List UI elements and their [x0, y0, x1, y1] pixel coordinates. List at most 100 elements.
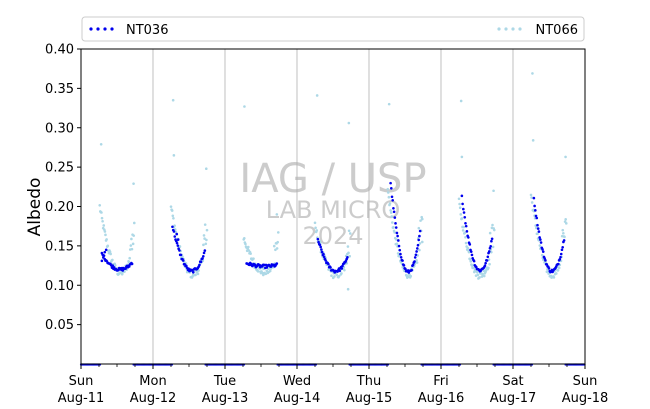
- data-point: [395, 231, 399, 235]
- data-point: [418, 248, 421, 252]
- data-point: [460, 194, 464, 198]
- data-point: [343, 268, 346, 272]
- x-tick-day: Sun: [69, 374, 94, 389]
- data-point: [390, 195, 394, 199]
- data-point: [172, 230, 176, 233]
- data-point: [461, 229, 465, 232]
- data-point: [275, 247, 279, 250]
- data-point: [458, 206, 462, 210]
- outlier-point: [531, 72, 534, 75]
- data-point: [100, 216, 104, 220]
- data-point: [203, 237, 206, 240]
- data-point: [540, 253, 544, 257]
- data-point: [390, 215, 394, 218]
- data-point: [104, 233, 107, 237]
- data-point: [169, 205, 173, 208]
- data-point: [262, 273, 265, 277]
- data-point: [409, 274, 413, 278]
- data-point: [272, 244, 276, 248]
- data-point: [419, 219, 422, 222]
- x-tick-day: Mon: [139, 374, 166, 389]
- x-tick-date: Aug-12: [130, 391, 177, 406]
- data-point: [418, 229, 422, 233]
- data-point: [487, 266, 490, 270]
- data-point: [471, 266, 475, 270]
- legend: NT036 NT066: [81, 16, 585, 42]
- data-point: [491, 245, 495, 249]
- x-tick-day: Wed: [283, 374, 311, 389]
- data-point: [276, 231, 280, 234]
- data-point: [406, 275, 410, 279]
- data-point: [397, 244, 401, 248]
- data-point: [402, 264, 406, 267]
- data-point: [205, 228, 209, 232]
- y-tick-label: 0.05: [45, 318, 74, 333]
- data-point: [132, 234, 136, 237]
- legend-marker-nt036: [89, 27, 114, 31]
- data-point: [538, 236, 541, 239]
- data-point: [335, 273, 339, 277]
- data-point: [389, 181, 392, 185]
- data-point: [315, 229, 319, 232]
- outlier-point: [387, 102, 391, 106]
- data-point: [564, 218, 567, 221]
- outlier-point: [172, 154, 176, 157]
- legend-box: [81, 16, 585, 42]
- data-point: [560, 248, 564, 252]
- outlier-point: [132, 182, 135, 185]
- data-point: [399, 252, 402, 256]
- data-point: [387, 195, 391, 199]
- data-point: [561, 228, 565, 232]
- data-point: [191, 270, 195, 274]
- x-tick-date: Aug-11: [58, 391, 105, 406]
- data-point: [492, 228, 496, 232]
- data-point: [475, 270, 479, 274]
- data-point: [202, 251, 206, 255]
- data-point: [181, 259, 185, 262]
- data-point: [398, 248, 402, 252]
- grid-lines: [152, 49, 514, 364]
- data-point: [399, 255, 403, 259]
- data-point: [463, 215, 467, 219]
- data-point: [129, 244, 133, 247]
- data-point: [416, 243, 420, 247]
- data-point: [459, 213, 463, 216]
- data-point: [327, 262, 330, 266]
- data-point: [130, 247, 134, 251]
- data-point: [111, 264, 114, 267]
- data-point: [541, 250, 545, 253]
- data-point: [103, 230, 107, 233]
- legend-label-nt036: NT036: [126, 23, 168, 38]
- x-tick-date: Aug-17: [490, 391, 537, 406]
- data-point: [490, 237, 494, 241]
- outlier-point: [420, 240, 424, 244]
- data-point: [461, 202, 464, 206]
- legend-dot: [497, 27, 501, 31]
- data-point: [392, 226, 395, 229]
- data-point: [392, 210, 396, 214]
- data-point: [464, 224, 468, 228]
- data-point: [470, 253, 474, 257]
- data-point: [205, 238, 208, 242]
- data-point: [265, 269, 269, 273]
- data-point: [322, 252, 325, 256]
- y-tick-label: 0.40: [45, 43, 74, 58]
- data-point: [536, 227, 540, 230]
- data-point: [178, 245, 182, 248]
- data-point: [176, 238, 180, 241]
- data-point: [202, 234, 206, 237]
- data-point: [532, 196, 536, 200]
- data-point: [559, 252, 563, 256]
- x-tick-date: Aug-18: [562, 391, 609, 406]
- data-point: [268, 269, 272, 273]
- data-point: [414, 253, 418, 257]
- data-point: [558, 258, 562, 261]
- data-point: [198, 263, 201, 267]
- y-tick-label: 0.25: [45, 161, 74, 176]
- data-point: [397, 239, 400, 242]
- data-point: [488, 246, 492, 250]
- x-tick-date: Aug-15: [346, 391, 393, 406]
- data-point: [395, 238, 398, 241]
- data-point: [561, 245, 564, 249]
